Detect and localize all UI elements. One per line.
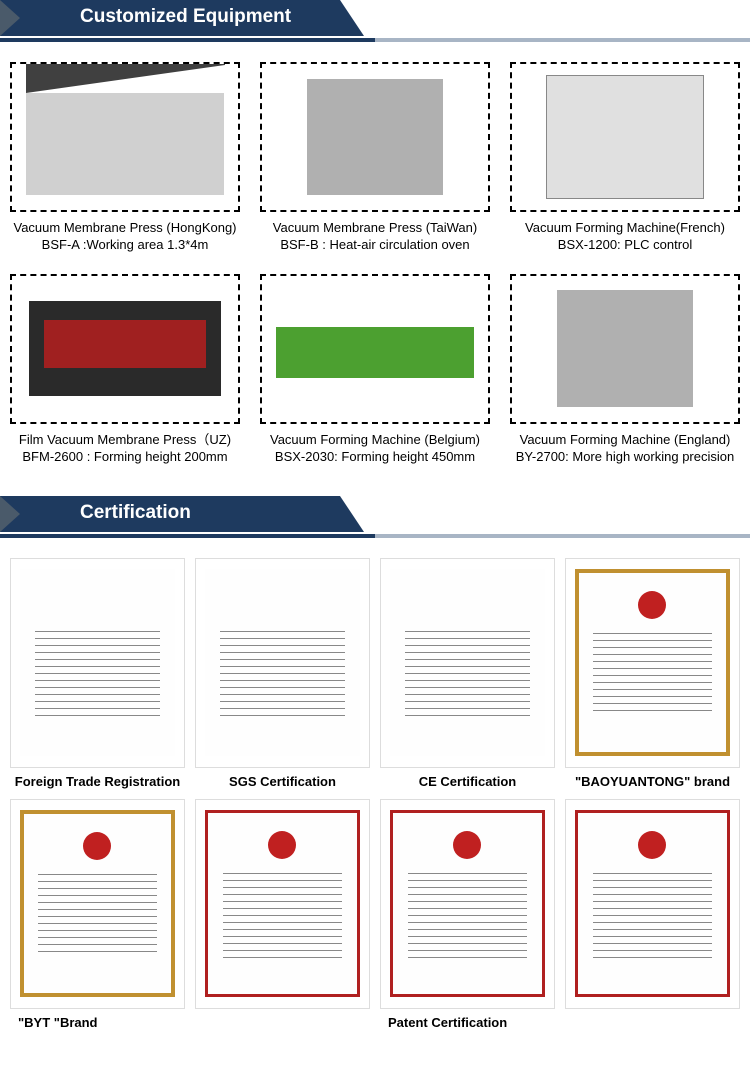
equipment-title: Vacuum Forming Machine (Belgium) xyxy=(270,432,480,449)
cert-doc-icon xyxy=(575,810,731,997)
machine-icon xyxy=(546,75,704,199)
equipment-image xyxy=(260,274,490,424)
cert-label: "BAOYUANTONG" brand xyxy=(565,774,740,789)
certification-section-header: Certification xyxy=(0,496,750,538)
cert-image xyxy=(10,558,185,768)
cert-item: CE Certification xyxy=(380,558,555,789)
equipment-item: Film Vacuum Membrane Press（UZ) BFM-2600 … xyxy=(10,274,240,466)
equipment-subtitle: BSX-1200: PLC control xyxy=(558,237,692,254)
cert-item xyxy=(195,799,370,1030)
cert-lines-icon xyxy=(220,625,345,719)
cert-label: "BYT "Brand xyxy=(10,1015,185,1030)
cert-label: Foreign Trade Registration xyxy=(10,774,185,789)
cert-item: Patent Certification xyxy=(380,799,555,1030)
equipment-item: Vacuum Forming Machine(French) BSX-1200:… xyxy=(510,62,740,254)
cert-seal-icon xyxy=(453,831,481,859)
equipment-subtitle: BSF-B : Heat-air circulation oven xyxy=(280,237,469,254)
cert-image xyxy=(565,799,740,1009)
equipment-title: Vacuum Forming Machine(French) xyxy=(525,220,725,237)
cert-seal-icon xyxy=(638,831,666,859)
cert-image xyxy=(380,558,555,768)
equipment-title: Vacuum Membrane Press (TaiWan) xyxy=(273,220,477,237)
cert-doc-icon xyxy=(20,569,176,756)
cert-label: Patent Certification xyxy=(380,1015,555,1030)
cert-doc-icon xyxy=(205,569,361,756)
machine-icon xyxy=(29,301,221,396)
certification-section: Foreign Trade Registration SGS Certifica… xyxy=(0,558,750,1030)
cert-image xyxy=(10,799,185,1009)
equipment-item: Vacuum Forming Machine (England) BY-2700… xyxy=(510,274,740,466)
machine-icon xyxy=(26,93,225,195)
equipment-subtitle: BFM-2600 : Forming height 200mm xyxy=(22,449,227,466)
equipment-section-header: Customized Equipment xyxy=(0,0,750,42)
cert-label: SGS Certification xyxy=(195,774,370,789)
cert-label: CE Certification xyxy=(380,774,555,789)
cert-seal-icon xyxy=(638,591,666,619)
cert-doc-icon xyxy=(575,569,731,756)
cert-seal-icon xyxy=(83,832,111,860)
cert-lines-icon xyxy=(35,625,160,719)
cert-doc-icon xyxy=(205,810,361,997)
cert-image xyxy=(565,558,740,768)
equipment-image xyxy=(10,62,240,212)
cert-item: "BAOYUANTONG" brand xyxy=(565,558,740,789)
equipment-image xyxy=(510,62,740,212)
cert-image xyxy=(195,558,370,768)
cert-seal-icon xyxy=(268,831,296,859)
equipment-subtitle: BSX-2030: Forming height 450mm xyxy=(275,449,475,466)
cert-lines-icon xyxy=(408,867,528,958)
cert-doc-icon xyxy=(390,810,546,997)
equipment-grid: Vacuum Membrane Press (HongKong) BSF-A :… xyxy=(0,62,750,466)
cert-item xyxy=(565,799,740,1030)
cert-lines-icon xyxy=(405,625,530,719)
equipment-header-title: Customized Equipment xyxy=(80,6,291,28)
cert-image xyxy=(195,799,370,1009)
cert-lines-icon xyxy=(593,867,713,958)
cert-item: SGS Certification xyxy=(195,558,370,789)
cert-doc-icon xyxy=(390,569,546,756)
cert-lines-icon xyxy=(593,627,711,717)
equipment-image xyxy=(10,274,240,424)
equipment-subtitle: BY-2700: More high working precision xyxy=(516,449,734,466)
equipment-item: Vacuum Membrane Press (TaiWan) BSF-B : H… xyxy=(260,62,490,254)
machine-icon xyxy=(557,290,693,407)
certification-grid: Foreign Trade Registration SGS Certifica… xyxy=(10,558,740,1030)
equipment-title: Vacuum Membrane Press (HongKong) xyxy=(13,220,236,237)
cert-item: Foreign Trade Registration xyxy=(10,558,185,789)
equipment-image xyxy=(260,62,490,212)
cert-lines-icon xyxy=(223,867,343,958)
equipment-item: Vacuum Membrane Press (HongKong) BSF-A :… xyxy=(10,62,240,254)
equipment-title: Vacuum Forming Machine (England) xyxy=(520,432,731,449)
equipment-item: Vacuum Forming Machine (Belgium) BSX-203… xyxy=(260,274,490,466)
cert-item: "BYT "Brand xyxy=(10,799,185,1030)
cert-doc-icon xyxy=(20,810,176,997)
equipment-image xyxy=(510,274,740,424)
cert-lines-icon xyxy=(38,868,156,958)
machine-icon xyxy=(307,79,443,196)
header-underline xyxy=(0,534,750,538)
machine-icon xyxy=(276,327,475,378)
cert-image xyxy=(380,799,555,1009)
certification-header-title: Certification xyxy=(80,502,191,524)
header-underline xyxy=(0,38,750,42)
equipment-title: Film Vacuum Membrane Press（UZ) xyxy=(19,432,231,449)
equipment-subtitle: BSF-A :Working area 1.3*4m xyxy=(42,237,209,254)
